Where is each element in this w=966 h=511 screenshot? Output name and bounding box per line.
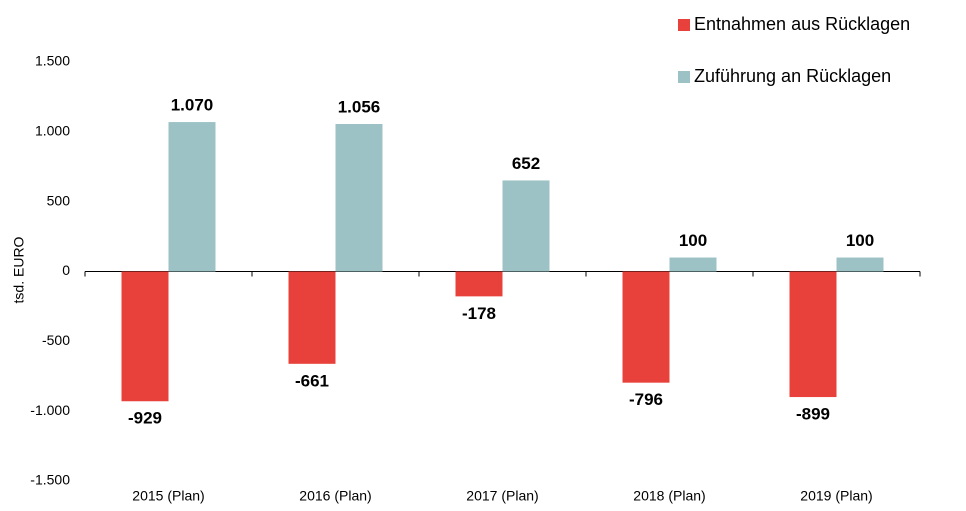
y-tick-label: -500 [42, 332, 70, 348]
legend-swatch [678, 71, 690, 83]
bar [669, 257, 717, 272]
data-label: 100 [679, 231, 707, 250]
y-tick-label: -1.500 [30, 472, 70, 488]
data-label: -929 [128, 409, 162, 428]
data-label: 100 [846, 231, 874, 250]
data-label: -661 [295, 371, 329, 390]
x-tick-label: 2015 (Plan) [132, 488, 204, 504]
y-tick-label: -1.000 [30, 402, 70, 418]
x-tick-label: 2019 (Plan) [800, 488, 872, 504]
bar [121, 271, 169, 402]
bar [335, 124, 383, 272]
bar [622, 271, 670, 383]
bar [288, 271, 336, 364]
data-label: -178 [462, 304, 496, 323]
y-tick-label: 1.000 [35, 123, 70, 139]
bar [789, 271, 837, 398]
y-tick-label: 0 [62, 262, 70, 278]
x-tick-label: 2018 (Plan) [633, 488, 705, 504]
data-label: 1.056 [338, 97, 381, 116]
bar [168, 122, 216, 272]
data-label: -796 [629, 390, 663, 409]
legend-label: Entnahmen aus Rücklagen [694, 14, 910, 34]
data-label: 1.070 [171, 96, 214, 115]
bar [502, 180, 550, 272]
y-tick-label: 500 [47, 192, 71, 208]
legend-label: Zuführung an Rücklagen [694, 66, 891, 86]
x-tick-label: 2016 (Plan) [299, 488, 371, 504]
bar [836, 257, 884, 272]
x-tick-label: 2017 (Plan) [466, 488, 538, 504]
legend-swatch [678, 19, 690, 31]
y-axis-label: tsd. EURO [11, 236, 27, 303]
y-tick-label: 1.500 [35, 53, 70, 69]
data-label: 652 [512, 154, 540, 173]
data-label: -899 [796, 405, 830, 424]
bar [455, 271, 503, 297]
